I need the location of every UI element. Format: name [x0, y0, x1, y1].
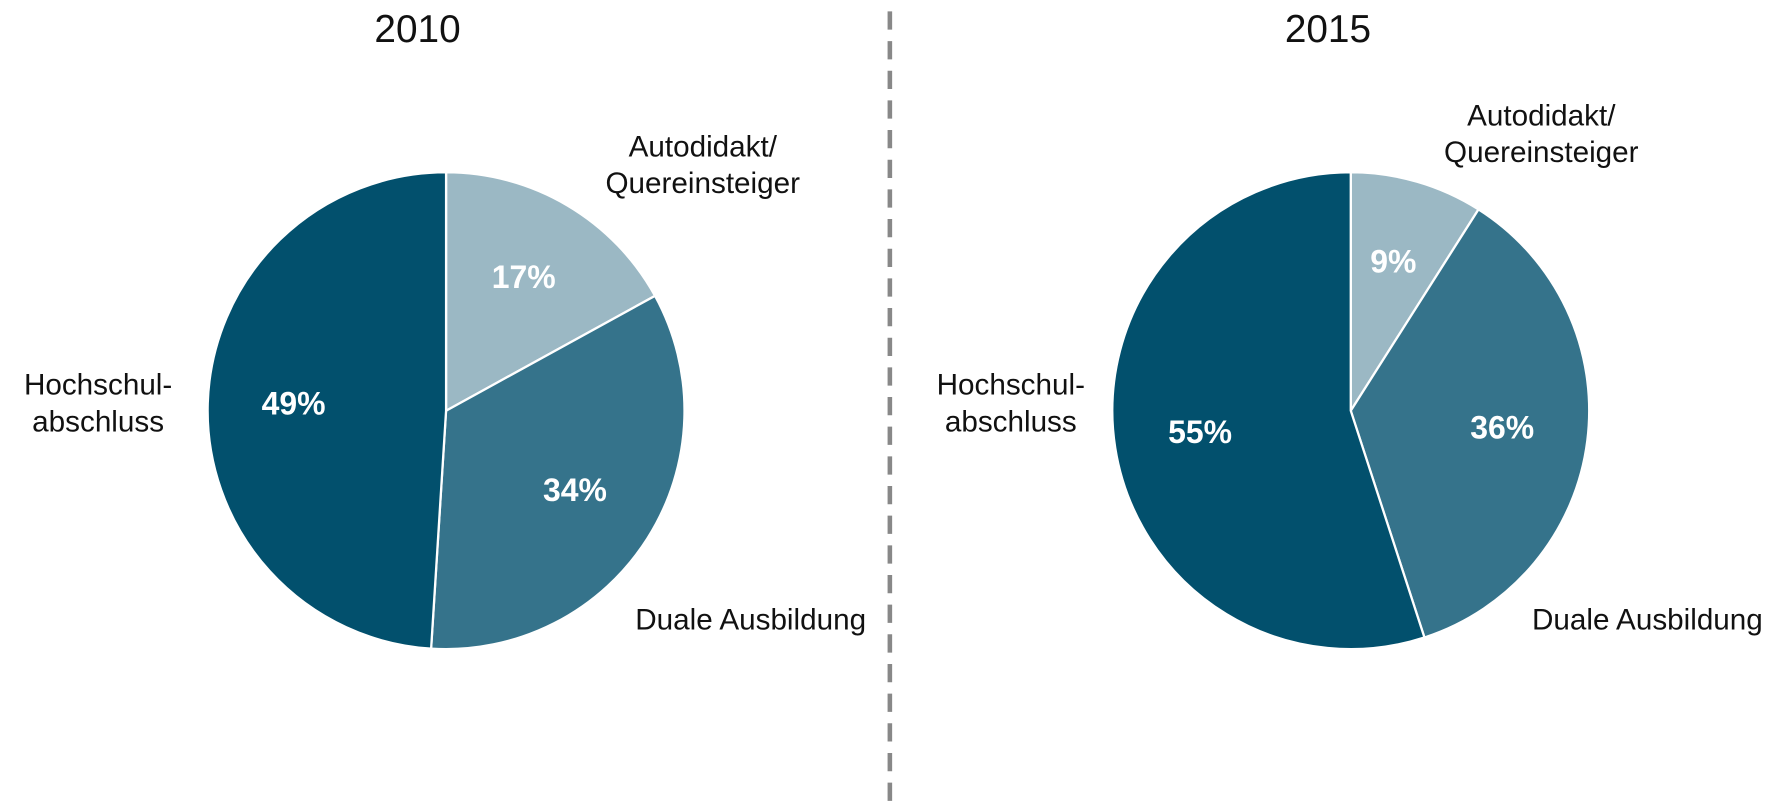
chart-title: 2010 [374, 8, 460, 51]
pie-slice [206, 171, 448, 650]
value-label: 17% [492, 259, 556, 295]
value-label: 55% [1168, 414, 1232, 450]
category-label: Duale Ausbildung [1532, 604, 1763, 637]
category-label: Autodidakt/Quereinsteiger [605, 130, 800, 200]
pie-slice [1111, 171, 1426, 651]
pie-slice [429, 294, 686, 651]
category-label: Hochschul-abschluss [937, 369, 1085, 439]
pie-slice [444, 171, 657, 413]
value-label: 9% [1370, 244, 1416, 280]
chart-title: 2015 [1285, 8, 1371, 51]
pie-slice [1349, 207, 1591, 639]
value-label: 36% [1470, 409, 1534, 445]
value-label: 34% [543, 472, 607, 508]
pie-slice [1349, 171, 1481, 415]
category-label: Duale Ausbildung [635, 604, 866, 637]
category-label: Autodidakt/Quereinsteiger [1444, 99, 1639, 169]
value-label: 49% [262, 385, 326, 421]
category-label: Hochschul-abschluss [24, 369, 172, 439]
